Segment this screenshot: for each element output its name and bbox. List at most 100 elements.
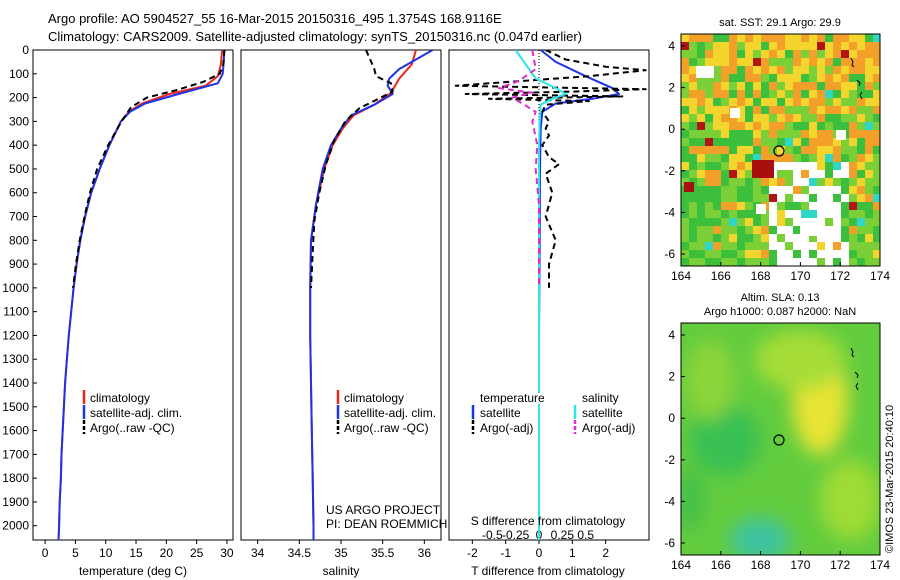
sst-cell — [825, 130, 833, 138]
sst-cell — [825, 162, 833, 170]
difference-legend: temperature salinity satellite Argo(-adj… — [471, 391, 635, 435]
sst-cell — [737, 66, 745, 74]
sst-cell — [833, 106, 841, 114]
sst-cell — [769, 114, 777, 122]
depth-tick-label: 1500 — [2, 400, 29, 414]
temperature-plot-frame — [32, 49, 234, 541]
sst-cell — [841, 210, 849, 218]
sst-cell — [849, 50, 857, 58]
sst-cell — [713, 58, 721, 66]
sst-cell — [809, 242, 817, 250]
sst-cell — [841, 154, 849, 162]
sst-no-data — [756, 204, 766, 214]
sst-cell — [713, 98, 721, 106]
sst-cell — [825, 146, 833, 154]
sst-cell — [753, 234, 761, 242]
sst-cell — [809, 178, 817, 186]
sst-cell — [721, 202, 729, 210]
sst-cell — [721, 226, 729, 234]
sst-cell — [721, 74, 729, 82]
sst-cell — [777, 250, 785, 258]
sst-cell — [785, 186, 793, 194]
sst-cell — [705, 146, 713, 154]
sst-cell — [729, 210, 737, 218]
sst-cell — [857, 106, 865, 114]
sst-cell — [825, 154, 833, 162]
sst-cell — [705, 242, 713, 250]
sst-cell — [769, 194, 777, 202]
sst-cell — [713, 202, 721, 210]
header-line-1: Argo profile: AO 5904527_55 16-Mar-2015 … — [48, 11, 502, 26]
sst-cell — [705, 114, 713, 122]
sst-cell — [721, 170, 729, 178]
sst-cell — [817, 82, 825, 90]
sst-cell — [785, 226, 793, 234]
sst-cell — [705, 98, 713, 106]
temperature-difference-label: T difference from climatology — [471, 564, 625, 578]
sst-cell — [833, 90, 841, 98]
sst-cell — [713, 226, 721, 234]
sst-cell — [817, 162, 825, 170]
sst-cell — [777, 218, 785, 226]
sst-cell — [705, 250, 713, 258]
sst-cell — [713, 194, 721, 202]
sst-cell — [753, 242, 761, 250]
sst-cell — [857, 226, 865, 234]
sst-cell — [697, 138, 705, 146]
sla-map-frame — [680, 322, 881, 556]
sst-cell — [737, 50, 745, 58]
sst-cell — [857, 242, 865, 250]
sst-cell — [681, 130, 689, 138]
sst-cell — [753, 250, 761, 258]
sst-cell — [873, 114, 880, 122]
sst-cell — [793, 42, 801, 50]
sst-cell — [721, 98, 729, 106]
sst-cell — [713, 146, 721, 154]
sst-cell — [809, 106, 817, 114]
lon-tick-label: 168 — [751, 558, 771, 572]
sst-cell — [857, 154, 865, 162]
sst-cell — [801, 186, 809, 194]
sst-cell — [785, 146, 793, 154]
sst-cell — [713, 250, 721, 258]
sst-cell — [729, 234, 737, 242]
sst-cell — [825, 202, 833, 210]
x-tick-label: 10 — [99, 546, 113, 560]
sst-cell — [761, 218, 769, 226]
depth-tick-label: 300 — [9, 114, 29, 128]
sst-cell — [857, 218, 865, 226]
sst-cell — [817, 90, 825, 98]
lat-tick-label: -4 — [664, 205, 675, 219]
difference-plot-frame — [448, 49, 650, 541]
sst-cell — [841, 50, 849, 58]
sst-cell — [737, 146, 745, 154]
legend-argo-label: Argo(..raw -QC) — [344, 421, 429, 435]
sst-cell — [753, 34, 761, 42]
sst-cell — [713, 178, 721, 186]
sst-cell — [865, 50, 873, 58]
sst-cell — [841, 218, 849, 226]
sst-cell — [809, 34, 817, 42]
sst-cell — [833, 114, 841, 122]
difference-panel: -2 -1 0 1 2 -0.5 -0.25 0 0.25 0.5 S difference f… — [448, 49, 650, 578]
sst-cell — [705, 186, 713, 194]
sst-cell — [697, 178, 705, 186]
depth-tick-label: 1000 — [2, 281, 29, 295]
sst-cell — [849, 42, 857, 50]
temperature-series — [57, 50, 226, 540]
sst-cell — [689, 250, 697, 258]
sst-cell — [761, 178, 769, 186]
sst-cell — [841, 194, 849, 202]
sst-cell — [737, 194, 745, 202]
legend-climatology-label: climatology — [90, 391, 150, 405]
sst-cell — [737, 162, 745, 170]
x-tick-label: -1 — [500, 546, 511, 560]
series-line-argo — [310, 50, 394, 288]
sst-cell — [809, 114, 817, 122]
sst-cell — [761, 258, 769, 266]
sst-cell — [697, 194, 705, 202]
sst-cell — [761, 146, 769, 154]
sst-cell — [825, 50, 833, 58]
sst-cell — [793, 34, 801, 42]
sst-cell — [793, 234, 801, 242]
